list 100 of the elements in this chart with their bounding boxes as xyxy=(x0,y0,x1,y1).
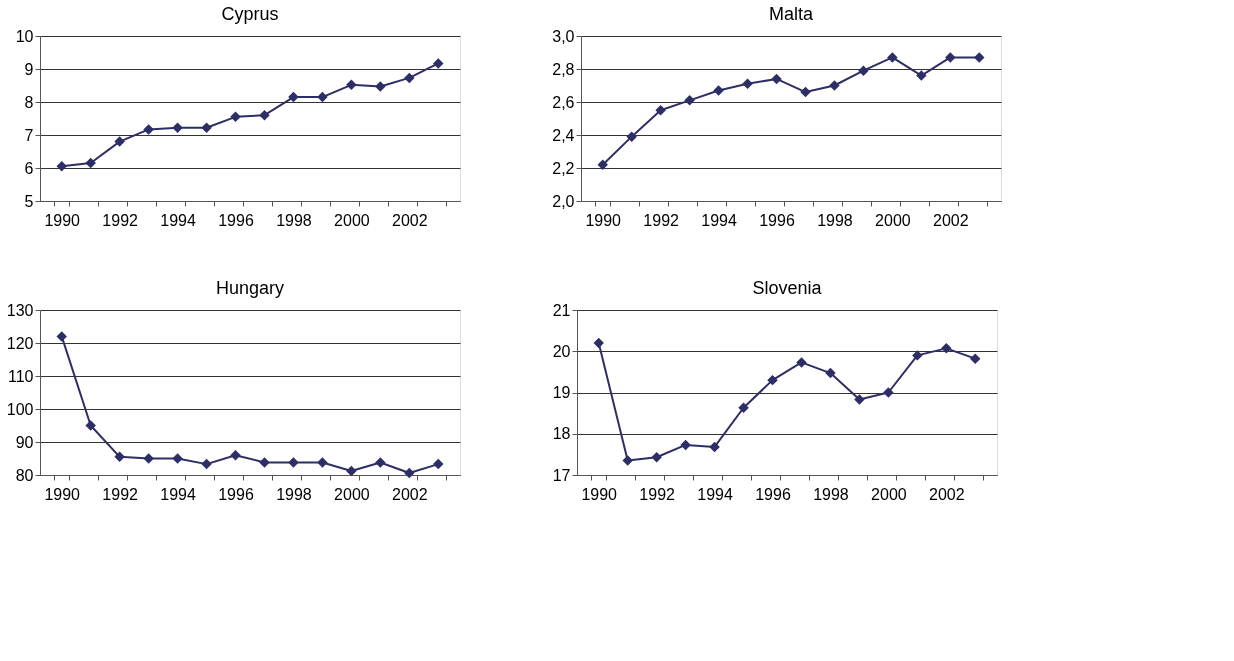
point xyxy=(259,109,270,121)
y-tick-label: 9 xyxy=(24,60,34,78)
x-tick-label: 2002 xyxy=(392,485,428,503)
point xyxy=(404,467,415,479)
point xyxy=(114,451,125,463)
point xyxy=(767,374,778,386)
y-tick-label: 2,0 xyxy=(552,192,575,210)
point xyxy=(433,458,444,470)
y-tick-label: 2,2 xyxy=(552,159,575,177)
point xyxy=(375,457,386,468)
point xyxy=(85,420,96,431)
point xyxy=(346,79,357,91)
x-tick-label: 1994 xyxy=(160,485,196,503)
point xyxy=(317,91,328,103)
point xyxy=(854,394,865,405)
y-tick-label: 2,8 xyxy=(552,60,575,78)
point xyxy=(143,453,154,464)
point xyxy=(945,52,956,63)
y-tick-label: 80 xyxy=(15,466,34,484)
point xyxy=(858,65,869,76)
x-tick-label: 1990 xyxy=(44,211,81,229)
y-tick-label: 17 xyxy=(552,466,571,484)
y-tick-label: 5 xyxy=(24,192,34,210)
point xyxy=(709,441,720,453)
y-tick-label: 10 xyxy=(15,27,34,45)
chart-title: Malta xyxy=(768,4,814,24)
y-tick-label: 8 xyxy=(24,93,34,111)
y-tick-label: 3,0 xyxy=(552,27,575,45)
point xyxy=(230,111,241,123)
point xyxy=(317,457,328,468)
point xyxy=(433,58,444,69)
point xyxy=(974,52,985,63)
x-tick-label: 2002 xyxy=(929,485,965,503)
x-tick-label: 2002 xyxy=(392,211,428,229)
point xyxy=(114,136,125,147)
x-tick-label: 2002 xyxy=(933,211,969,229)
point xyxy=(201,122,212,133)
point xyxy=(680,439,691,451)
y-tick-label: 120 xyxy=(6,334,34,352)
point xyxy=(738,402,749,414)
x-tick-label: 2000 xyxy=(334,485,370,503)
chart-title: Slovenia xyxy=(752,278,823,298)
point xyxy=(56,331,67,342)
x-tick-label: 1996 xyxy=(218,485,254,503)
point xyxy=(288,91,299,103)
x-tick-label: 1996 xyxy=(755,485,791,503)
y-tick-label: 130 xyxy=(6,301,34,319)
x-tick-label: 1994 xyxy=(701,211,737,229)
point xyxy=(375,81,386,92)
x-tick-label: 1998 xyxy=(817,211,853,229)
point xyxy=(626,131,637,142)
point xyxy=(742,78,753,90)
point xyxy=(597,159,608,170)
x-tick-label: 1992 xyxy=(102,485,139,503)
point xyxy=(172,453,183,464)
y-tick-label: 90 xyxy=(15,433,34,451)
point xyxy=(916,70,927,81)
point xyxy=(143,124,154,135)
y-tick-label: 6 xyxy=(24,159,34,177)
x-tick-label: 1994 xyxy=(160,211,196,229)
point xyxy=(970,353,981,364)
point xyxy=(259,457,270,468)
point xyxy=(346,465,357,477)
x-tick-label: 1990 xyxy=(585,211,622,229)
x-tick-label: 1994 xyxy=(697,485,733,503)
x-tick-label: 1992 xyxy=(643,211,680,229)
chart-title: Cyprus xyxy=(221,4,279,24)
point xyxy=(941,343,952,354)
x-tick-label: 2000 xyxy=(334,211,370,229)
point xyxy=(404,72,415,84)
x-tick-label: 2000 xyxy=(871,485,907,503)
point xyxy=(201,458,212,470)
x-tick-label: 1990 xyxy=(44,485,81,503)
point xyxy=(883,387,894,398)
point xyxy=(771,73,782,85)
y-tick-label: 2,4 xyxy=(552,126,575,144)
point xyxy=(713,85,724,96)
x-tick-label: 1992 xyxy=(102,211,139,229)
x-tick-label: 1998 xyxy=(276,485,312,503)
x-tick-label: 1996 xyxy=(218,211,254,229)
point xyxy=(655,105,666,116)
x-tick-label: 1998 xyxy=(813,485,849,503)
y-tick-label: 20 xyxy=(552,342,571,360)
point xyxy=(800,86,811,98)
point xyxy=(622,455,633,466)
y-tick-label: 2,6 xyxy=(552,93,575,111)
point xyxy=(684,95,695,106)
point xyxy=(651,452,662,463)
point xyxy=(288,457,299,468)
y-tick-label: 100 xyxy=(6,400,34,418)
y-tick-label: 110 xyxy=(7,367,34,385)
point xyxy=(593,337,604,349)
point xyxy=(825,367,836,379)
point xyxy=(56,161,67,172)
x-tick-label: 1992 xyxy=(639,485,676,503)
x-tick-label: 1998 xyxy=(276,211,312,229)
point xyxy=(85,157,96,169)
y-tick-label: 18 xyxy=(552,425,571,443)
point xyxy=(912,350,923,361)
point xyxy=(887,52,898,63)
